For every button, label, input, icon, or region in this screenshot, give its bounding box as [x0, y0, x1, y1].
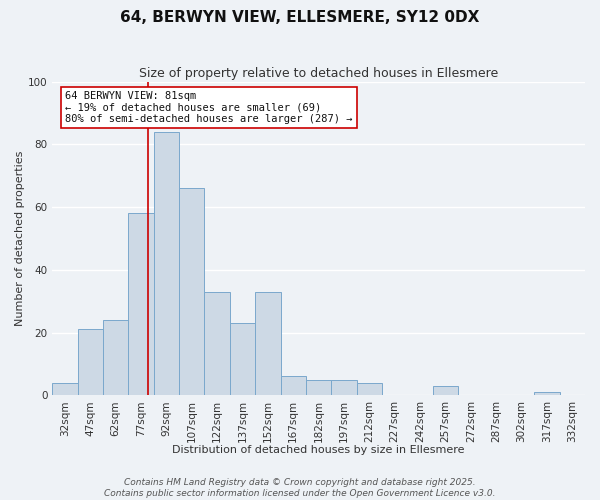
Bar [230, 323, 255, 395]
Bar [281, 376, 306, 395]
Bar [255, 292, 281, 395]
Text: Contains HM Land Registry data © Crown copyright and database right 2025.
Contai: Contains HM Land Registry data © Crown c… [104, 478, 496, 498]
Title: Size of property relative to detached houses in Ellesmere: Size of property relative to detached ho… [139, 68, 498, 80]
Bar [128, 214, 154, 395]
Bar [205, 292, 230, 395]
Bar [306, 380, 331, 395]
Bar [356, 382, 382, 395]
Bar [179, 188, 205, 395]
Bar [103, 320, 128, 395]
Bar [433, 386, 458, 395]
Bar [77, 330, 103, 395]
Bar [331, 380, 356, 395]
Y-axis label: Number of detached properties: Number of detached properties [15, 151, 25, 326]
Bar [154, 132, 179, 395]
Bar [52, 382, 77, 395]
Bar [534, 392, 560, 395]
Text: 64 BERWYN VIEW: 81sqm
← 19% of detached houses are smaller (69)
80% of semi-deta: 64 BERWYN VIEW: 81sqm ← 19% of detached … [65, 91, 353, 124]
Text: 64, BERWYN VIEW, ELLESMERE, SY12 0DX: 64, BERWYN VIEW, ELLESMERE, SY12 0DX [121, 10, 479, 25]
X-axis label: Distribution of detached houses by size in Ellesmere: Distribution of detached houses by size … [172, 445, 465, 455]
